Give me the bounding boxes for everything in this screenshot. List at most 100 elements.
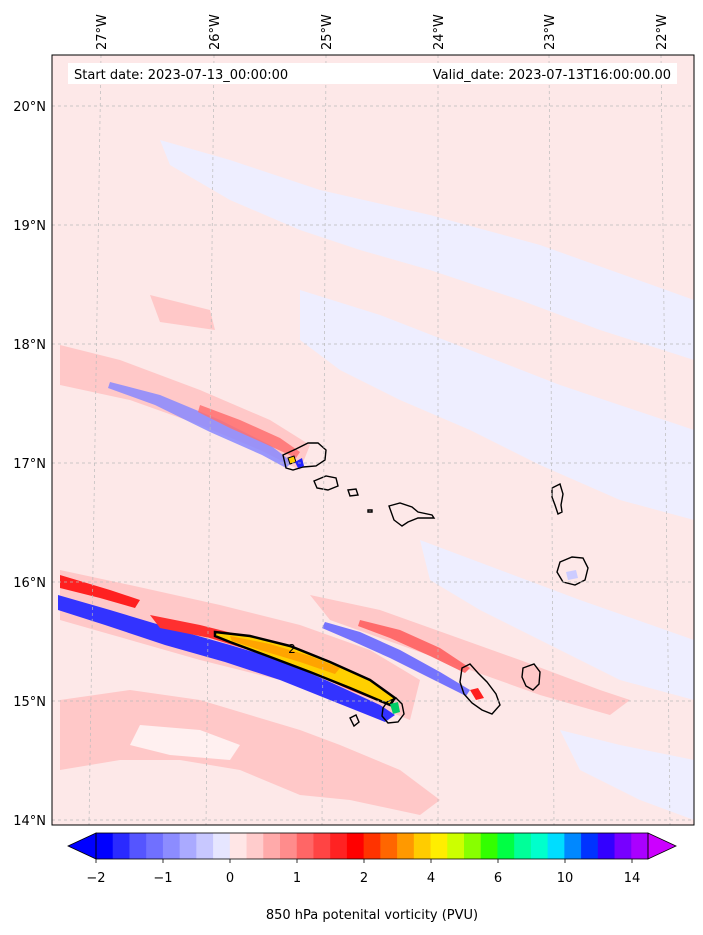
south-streak-red xyxy=(150,615,395,706)
lat-label: 18°N xyxy=(13,338,46,353)
gridlines xyxy=(52,55,694,825)
boa-vista-blue-feature xyxy=(566,570,578,580)
yellow-core xyxy=(213,630,397,707)
colorbar-cell xyxy=(430,833,448,859)
colorbar-cell xyxy=(397,833,415,859)
colorbar-cell xyxy=(547,833,565,859)
colorbar-cell xyxy=(614,833,632,859)
colorbar-cell xyxy=(162,833,181,859)
colorbar-title: 850 hPa potenital vorticity (PVU) xyxy=(266,908,478,923)
colorbar-cell xyxy=(564,833,582,859)
island-fogo xyxy=(381,697,405,724)
lat-label: 15°N xyxy=(13,695,46,710)
lon-label: 26°W xyxy=(208,14,223,50)
contour-label: 2 xyxy=(288,642,296,656)
map-plot: 2 xyxy=(52,55,694,825)
colorbar-cell xyxy=(447,833,465,859)
colorbar-cell xyxy=(146,833,164,859)
lat-tick-labels: 20°N 19°N 18°N 17°N 16°N 15°N 14°N xyxy=(13,100,46,829)
island-santo-antao xyxy=(282,442,327,471)
island-sao-vicente xyxy=(313,475,339,491)
south-streak-red-front xyxy=(60,575,140,608)
colorbar-extend-high xyxy=(647,832,677,860)
south-streak-blue xyxy=(58,595,395,722)
colorbar-ticks xyxy=(95,859,633,863)
lat-label: 19°N xyxy=(13,219,46,234)
lon-label: 23°W xyxy=(543,14,558,50)
lat-label: 17°N xyxy=(13,457,46,472)
colorbar-cell xyxy=(112,833,130,859)
colorbar-cell xyxy=(229,833,248,859)
lon-label: 22°W xyxy=(655,14,670,50)
colorbar-tick-label: −2 xyxy=(86,871,105,886)
colorbar-tick-label: 10 xyxy=(557,871,574,886)
orange-core xyxy=(230,636,340,674)
colorbar-cell xyxy=(213,833,231,859)
colorbar-tick-label: 1 xyxy=(293,871,301,886)
lat-label: 14°N xyxy=(13,814,46,829)
colorbar-cell xyxy=(413,833,432,859)
info-box xyxy=(68,63,677,84)
island-sao-nicolau-main xyxy=(388,502,436,527)
colorbar-cell xyxy=(597,833,616,859)
colorbar: −2 −1 0 1 2 4 6 10 14 850 hPa potenital … xyxy=(67,832,677,923)
lon-label: 27°W xyxy=(95,14,110,50)
colorbar-cell xyxy=(330,833,348,859)
island-sal xyxy=(551,483,564,515)
colorbar-cells xyxy=(96,833,649,859)
colorbar-cell xyxy=(480,833,498,859)
colorbar-tick-label: 14 xyxy=(624,871,641,886)
colorbar-cell xyxy=(263,833,281,859)
map-frame xyxy=(51,54,695,826)
east-streak-blue xyxy=(322,622,470,696)
colorbar-cell xyxy=(363,833,381,859)
colorbar-tick-label: 4 xyxy=(427,871,435,886)
lon-tick-labels: 27°W 26°W 25°W 24°W 23°W 22°W xyxy=(95,14,670,50)
lon-label: 24°W xyxy=(432,14,447,50)
colorbar-cell xyxy=(196,833,214,859)
pink-band-south-east xyxy=(310,595,630,715)
lon-label: 25°W xyxy=(320,14,335,50)
colorbar-extend-low xyxy=(67,832,97,860)
island-santiago xyxy=(459,663,501,715)
island-maio xyxy=(521,663,541,691)
north-streak-blue xyxy=(108,382,292,468)
colorbar-cell xyxy=(313,833,331,859)
light-blue-band-middle xyxy=(300,290,694,520)
colorbar-cell xyxy=(631,833,649,859)
colorbar-cell xyxy=(129,833,147,859)
colorbar-cell xyxy=(96,833,114,859)
island-santa-luzia xyxy=(347,488,359,497)
white-patch-south xyxy=(130,725,240,760)
colorbar-frame xyxy=(95,832,649,860)
light-blue-patch-se xyxy=(560,730,694,820)
colorbar-tick-label: −1 xyxy=(153,871,172,886)
colorbar-cell xyxy=(380,833,398,859)
colorbar-tick-label: 0 xyxy=(226,871,234,886)
north-streak-red xyxy=(198,405,300,458)
light-blue-band-north xyxy=(160,140,694,360)
colorbar-tick-label: 6 xyxy=(494,871,502,886)
colorbar-cell xyxy=(296,833,314,859)
colorbar-cell xyxy=(530,833,549,859)
lat-label: 20°N xyxy=(13,100,46,115)
colorbar-cell xyxy=(464,833,482,859)
island-boa-vista xyxy=(556,556,589,586)
colorbar-cell xyxy=(179,833,197,859)
start-date-label: Start date: 2023-07-13_00:00:00 xyxy=(74,68,288,83)
east-streak-red xyxy=(358,620,470,673)
island-brava xyxy=(349,714,360,728)
fogo-green-feature xyxy=(390,702,400,714)
valid-date-label: Valid_date: 2023-07-13T16:00:00.00 xyxy=(433,68,671,83)
light-blue-band-south xyxy=(420,540,694,700)
colorbar-tick-label: 2 xyxy=(360,871,368,886)
colorbar-cell xyxy=(280,833,298,859)
coastlines xyxy=(282,442,589,728)
colorbar-cell xyxy=(581,833,599,859)
colorbar-cell xyxy=(346,833,365,859)
pink-patch-nw xyxy=(150,295,215,330)
lat-label: 16°N xyxy=(13,576,46,591)
colorbar-cell xyxy=(497,833,515,859)
colorbar-cell xyxy=(246,833,264,859)
